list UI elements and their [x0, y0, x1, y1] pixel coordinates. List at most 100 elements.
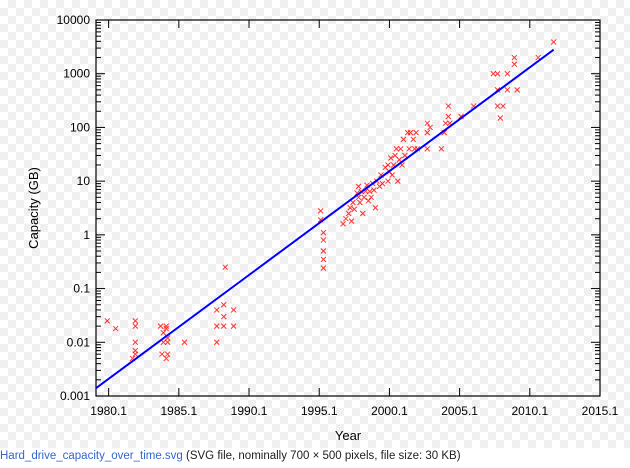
data-point: [213, 339, 220, 346]
data-point: [220, 301, 227, 308]
data-point: [494, 103, 501, 109]
data-point: [490, 70, 497, 77]
data-point: [345, 210, 352, 217]
data-point: [157, 323, 164, 329]
data-point: [379, 180, 386, 187]
data-point: [402, 152, 408, 159]
data-point: [132, 339, 139, 346]
x-tick-label: 1985.1: [160, 404, 197, 418]
data-point: [159, 351, 165, 358]
data-point: [163, 325, 170, 332]
data-point: [424, 120, 431, 127]
data-point: [392, 152, 398, 159]
data-point: [385, 178, 391, 184]
data-point: [359, 210, 366, 217]
data-point: [340, 221, 346, 227]
data-point: [424, 145, 431, 152]
x-tick-label: 2010.1: [511, 404, 548, 418]
data-point: [317, 207, 324, 214]
chart-area: 0.001 0.01 0.1 1 10 100 1000 10000 1980.1 1985.1 1…: [0, 0, 630, 448]
data-point: [163, 323, 170, 329]
data-point: [181, 339, 188, 346]
y-tick-label: 1: [83, 228, 90, 242]
data-point: [164, 339, 171, 346]
data-point: [511, 54, 518, 61]
data-point: [320, 256, 327, 263]
x-tick-label: 2005.1: [441, 404, 478, 418]
y-tick-label: 0.1: [73, 282, 90, 296]
file-caption: Hard_drive_capacity_over_time.svg (SVG f…: [0, 450, 461, 462]
data-point: [406, 145, 412, 152]
y-tick-label: 1000: [63, 67, 90, 81]
data-point: [164, 351, 171, 358]
data-point: [394, 178, 401, 184]
data-point: [213, 307, 220, 313]
x-tick-label: 2000.1: [371, 404, 408, 418]
x-tick-label: 1995.1: [301, 404, 338, 418]
data-point: [442, 120, 449, 127]
y-tick-label: 100: [70, 120, 90, 134]
data-point: [230, 323, 237, 329]
y-tick-label: 0.001: [60, 389, 90, 403]
file-info: (SVG file, nominally 700 × 500 pixels, f…: [182, 450, 461, 462]
data-point: [366, 188, 373, 195]
data-point: [500, 103, 506, 109]
data-point: [407, 129, 414, 136]
data-point: [393, 145, 400, 152]
data-point: [400, 136, 407, 143]
data-point: [494, 70, 501, 77]
data-point: [504, 87, 511, 93]
data-point: [355, 183, 362, 190]
data-point: [438, 145, 445, 152]
data-point: [132, 323, 139, 329]
x-tick-label: 2015.1: [582, 404, 619, 418]
data-point: [347, 204, 353, 211]
data-point: [163, 355, 170, 362]
data-point: [387, 155, 394, 161]
data-point: [213, 323, 220, 329]
data-point: [320, 265, 327, 272]
data-point: [385, 162, 391, 168]
data-point: [424, 129, 431, 136]
plot-frame: [95, 19, 601, 397]
data-point: [160, 329, 167, 336]
data-point: [365, 197, 372, 204]
data-point: [445, 113, 452, 120]
hard-drive-capacity-chart: 0.001 0.01 0.1 1 10 100 1000 10000 1980.1 1985.1 1…: [26, 13, 619, 443]
y-tick-label: 10000: [57, 13, 91, 27]
y-axis-label: Capacity (GB): [26, 167, 41, 249]
data-point: [389, 172, 396, 178]
x-axis-label: Year: [335, 428, 362, 443]
data-point: [372, 204, 379, 211]
data-point: [351, 206, 358, 213]
data-point: [397, 145, 404, 152]
data-point: [320, 248, 327, 254]
data-point: [368, 194, 375, 201]
y-tick-label: 10: [77, 174, 91, 188]
y-tick-label: 0.01: [67, 335, 91, 349]
data-point: [550, 39, 557, 45]
data-point: [497, 115, 504, 121]
data-point: [504, 70, 511, 77]
data-point: [445, 103, 452, 109]
data-point: [220, 323, 227, 329]
x-tick-label: 1980.1: [90, 404, 127, 418]
data-point: [132, 318, 139, 324]
data-point: [343, 215, 349, 222]
fit-line: [95, 48, 555, 389]
data-point: [348, 218, 355, 224]
data-point: [112, 325, 119, 332]
data-point: [222, 264, 229, 271]
data-point: [357, 199, 363, 206]
data-point: [350, 199, 356, 206]
data-point: [132, 351, 139, 358]
data-point: [320, 237, 327, 243]
data-point: [220, 313, 227, 320]
data-point: [514, 87, 521, 93]
data-point: [230, 307, 237, 313]
data-point: [371, 187, 377, 193]
file-link[interactable]: Hard_drive_capacity_over_time.svg: [0, 450, 183, 462]
data-point: [511, 61, 518, 68]
data-point: [427, 124, 433, 131]
data-point: [413, 129, 419, 136]
